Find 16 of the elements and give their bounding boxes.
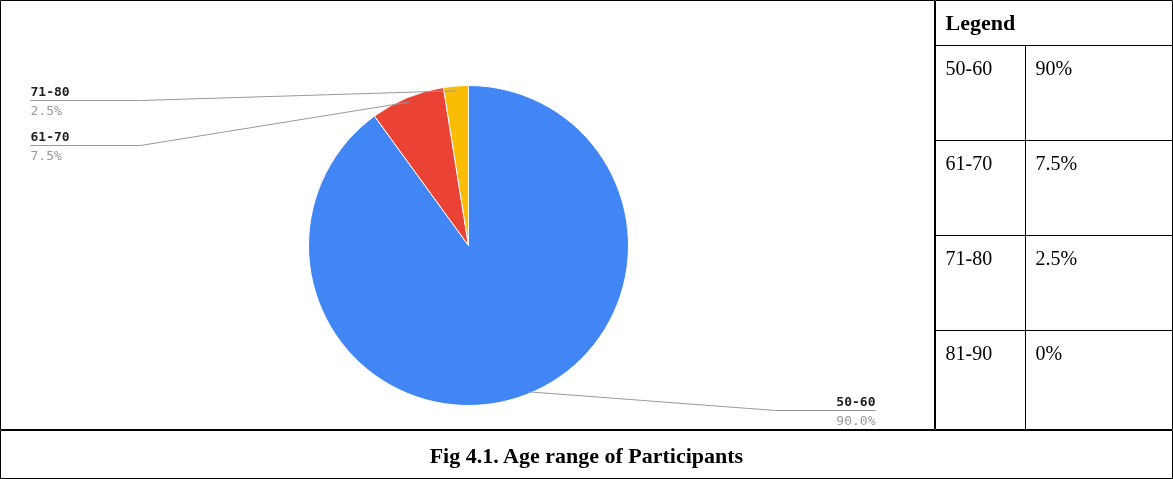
data-label: 90%: [1035, 56, 1073, 79]
slice-label: 61-70: [30, 128, 70, 144]
slice-label: 71-80: [30, 83, 70, 99]
category-label: 81-90: [945, 341, 993, 364]
data-label: 2.5%: [30, 102, 62, 118]
data-label: 0%: [1035, 341, 1063, 364]
category-label: 71-80: [945, 246, 993, 269]
data-label: 7.5%: [1035, 151, 1078, 174]
data-label: 7.5%: [30, 147, 62, 163]
data-label: 90.0%: [836, 412, 876, 428]
category-label: 61-70: [945, 151, 993, 174]
category-label: 50-60: [945, 56, 993, 79]
text: Legend: [945, 10, 1016, 35]
text: Fig 4.1. Age range of Participants: [429, 443, 744, 468]
data-label: 2.5%: [1035, 246, 1078, 269]
slice-label: 50-60: [836, 393, 876, 409]
